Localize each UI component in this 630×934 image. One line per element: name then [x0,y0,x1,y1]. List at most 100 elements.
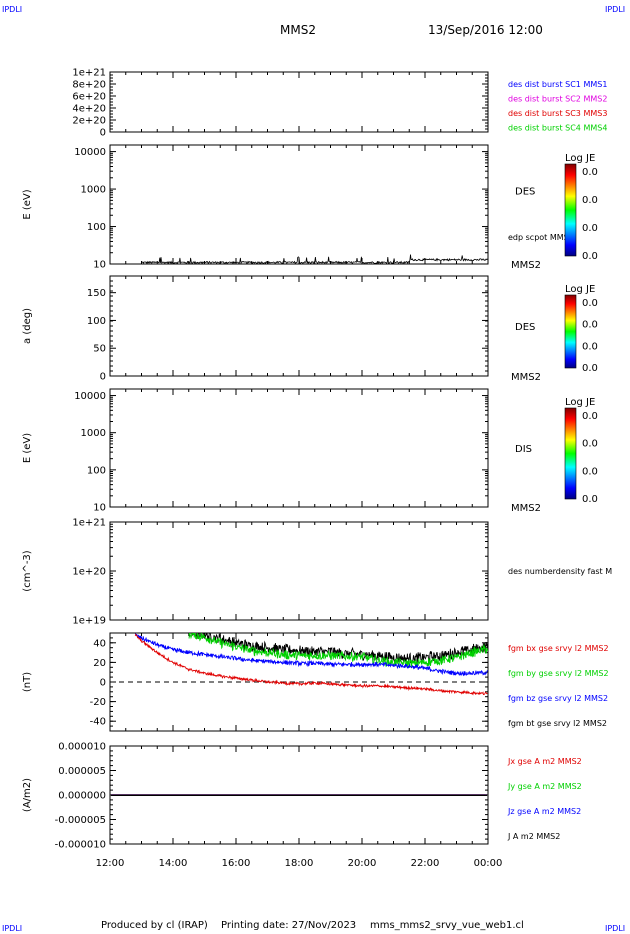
series-line [188,633,488,668]
side-label: DES [515,322,535,333]
y-ticks: 150 100 50 0 [87,275,488,383]
y-tick-label: -0.000010 [55,840,106,851]
overlay-line [141,254,489,265]
x-tick-label: 12:00 [96,858,125,869]
panel-2: 10000 1000 100 10 E (eV) DES edp scpot MMS2 MMS… [22,144,598,271]
y-tick-label: 20 [93,658,106,669]
y-tick-label: 100 [87,222,106,233]
panel-frame [109,521,489,621]
y-tick-label: 4e+20 [72,104,106,115]
footer-printing-date: Printing date: 27/Nov/2023 [221,920,356,931]
y-ticks: 10000 1000 100 10 [74,391,488,514]
colorbar [564,294,577,369]
series-line [134,633,488,696]
corner-label-top-right: IPDLI [605,5,625,14]
colorbar [564,407,577,500]
overlay-label: edp scpot MMS2 [508,233,574,242]
colorbar-tick-label: 0.0 [582,494,598,505]
legend-entry: Jy gse A m2 MMS2 [507,782,582,791]
x-tick-label: 00:00 [474,858,503,869]
series-line [134,633,488,677]
legend-entry: Jz gse A m2 MMS2 [507,807,581,816]
legend-entry: fgm bz gse srvy l2 MMS2 [508,694,608,703]
side-label: DIS [515,444,532,455]
colorbar-title: Log JE [565,153,595,164]
corner-label-bottom-right: IPDLI [605,924,625,933]
y-axis-title: (cm^-3) [22,550,33,591]
y-tick-label: 1000 [81,185,106,196]
y-tick-label: 1e+21 [72,518,106,529]
y-tick-label: 0 [100,372,106,383]
colorbar-title: Log JE [565,397,595,408]
y-tick-label: 10000 [74,147,106,158]
y-ticks: 1e+21 1e+20 1e+19 [72,518,488,627]
y-ticks: 0.000010 0.000005 0.000000 -0.000005 -0.0000… [55,742,488,851]
y-axis-title: (A/m2) [22,778,33,812]
panel-6: 40 20 0 -20 -40 (nT) fgm bx gse srvy l2 MMS2 fg… [22,632,609,732]
colorbar-tick-label: 0.0 [582,320,598,331]
bottom-label: MMS2 [511,260,541,271]
colorbar-tick-label: 0.0 [582,223,598,234]
panel-4: 10000 1000 100 10 E (eV) DIS MMS2 Log JE 0.0 0.0 0… [22,388,598,514]
y-tick-label: 1e+21 [72,68,106,79]
colorbar-tick-label: 0.0 [582,363,598,374]
colorbar-tick-label: 0.0 [582,466,598,477]
series-group [134,633,488,696]
y-tick-label: 1e+19 [72,616,106,627]
colorbar-tick-label: 0.0 [582,341,598,352]
y-ticks: 40 20 0 -20 -40 [90,632,488,732]
y-axis-title: E (eV) [22,433,33,463]
panel-frame [109,71,489,133]
y-axis-title: a (deg) [22,308,33,344]
legend-entry: fgm by gse srvy l2 MMS2 [508,669,609,678]
legend-entry: des dist burst SC1 MMS1 [508,80,607,89]
colorbar-tick-label: 0.0 [582,195,598,206]
y-axis-title: (nT) [22,672,33,692]
colorbar [564,163,577,257]
y-tick-label: 150 [87,288,106,299]
legend-entry: Jx gse A m2 MMS2 [507,757,582,766]
y-tick-label: 2e+20 [72,116,106,127]
colorbar-tick-label: 0.0 [582,298,598,309]
y-tick-label: 100 [87,465,106,476]
legend-entry: des dist burst SC4 MMS4 [508,124,607,133]
legend-entry: J A m2 MMS2 [507,832,560,841]
colorbar-tick-label: 0.0 [582,251,598,262]
y-tick-label: 0.000010 [58,742,106,753]
y-tick-label: 0.000000 [58,791,106,802]
y-tick-label: 1e+20 [72,567,106,578]
y-tick-label: -20 [90,697,106,708]
y-tick-label: 40 [93,638,106,649]
colorbar-tick-label: 0.0 [582,439,598,450]
corner-label-bottom-left: IPDLI [2,924,22,933]
series-line [188,633,488,665]
legend-entry: des dist burst SC2 MMS2 [508,95,607,104]
y-tick-label: 10 [93,503,106,514]
y-ticks: 10000 1000 100 10 [74,147,488,271]
header-datetime: 13/Sep/2016 12:00 [428,23,543,37]
footer-file: mms_mms2_srvy_vue_web1.cl [370,920,524,931]
bottom-label: MMS2 [511,503,541,514]
y-tick-label: 10000 [74,391,106,402]
footer-produced-by: Produced by cl (IRAP) [101,920,208,931]
colorbar-tick-label: 0.0 [582,411,598,422]
panel-7: 0.000010 0.000005 0.000000 -0.000005 -0.0000… [22,742,582,851]
x-tick-label: 20:00 [348,858,377,869]
colorbar-tick-label: 0.0 [582,167,598,178]
legend-entry: fgm bt gse srvy l2 MMS2 [508,719,607,728]
y-tick-label: 0.000005 [58,766,106,777]
y-tick-label: 10 [93,260,106,271]
x-axis: 12:00 14:00 16:00 18:00 20:00 22:00 00:00 [96,858,503,869]
colorbar-title: Log JE [565,284,595,295]
header-spacecraft: MMS2 [280,23,316,37]
y-tick-label: 50 [93,344,106,355]
panel-frame [109,275,489,377]
panel-frame [109,388,489,508]
y-tick-label: 6e+20 [72,92,106,103]
corner-label-top-left: IPDLI [2,5,22,14]
legend-entry: fgm bx gse srvy l2 MMS2 [508,644,609,653]
